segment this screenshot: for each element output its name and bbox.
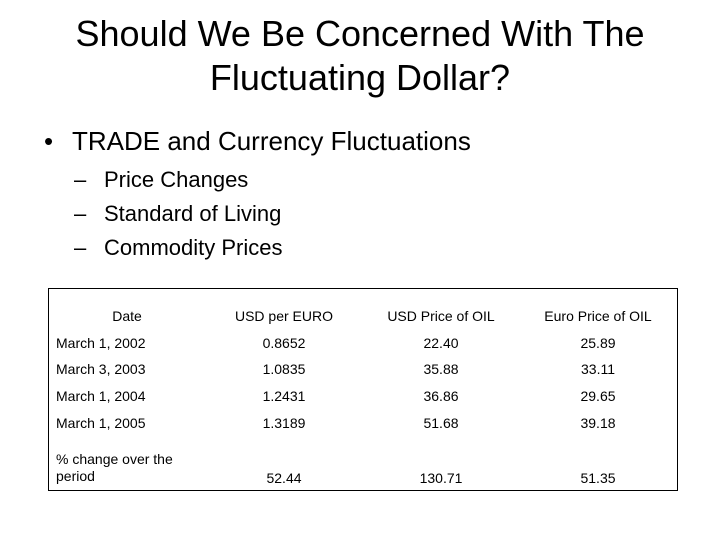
sub-bullet-text: Commodity Prices (104, 235, 283, 260)
bullet-symbol: • (44, 126, 54, 156)
header-usd-price-of-oil: USD Price of OIL (387, 308, 495, 324)
exchange-rate-table: Date USD per EURO USD Price of OIL Euro … (48, 288, 678, 491)
summary-label: % change over the period (56, 451, 173, 484)
slide-title-line-1: Should We Be Concerned With The (75, 13, 645, 54)
table-cell-usd-oil: 51.68 (423, 415, 459, 431)
sub-bullet-commodity-prices: – Commodity Prices (74, 231, 282, 265)
sub-bullet-text: Price Changes (104, 167, 249, 192)
table-cell-usd-per-euro: 1.0835 (262, 361, 306, 377)
header-date: Date (112, 308, 142, 324)
table-row-date: March 1, 2004 (56, 388, 146, 404)
summary-usd-oil: 130.71 (419, 470, 463, 486)
table-cell-usd-oil: 36.86 (423, 388, 459, 404)
summary-usd-per-euro: 52.44 (266, 470, 302, 486)
dash-symbol: – (74, 167, 87, 192)
table-row-date: March 1, 2005 (56, 415, 146, 431)
header-usd-per-euro: USD per EURO (234, 308, 334, 324)
table-cell-usd-oil: 35.88 (423, 361, 459, 377)
table-cell-euro-oil: 29.65 (580, 388, 616, 404)
slide-title-line-2: Fluctuating Dollar? (209, 57, 511, 98)
table-cell-usd-per-euro: 1.2431 (262, 388, 306, 404)
sub-bullet-price-changes: – Price Changes (74, 163, 282, 197)
table-row-date: March 3, 2003 (56, 361, 146, 377)
main-bullet: • TRADE and Currency Fluctuations (44, 125, 471, 157)
slide-title: Should We Be Concerned With The Fluctuat… (20, 12, 700, 100)
sub-bullet-list: – Price Changes – Standard of Living – Comm… (74, 163, 282, 265)
sub-bullet-text: Standard of Living (104, 201, 282, 226)
table-cell-euro-oil: 39.18 (580, 415, 616, 431)
table-cell-euro-oil: 25.89 (580, 335, 616, 351)
table-cell-euro-oil: 33.11 (581, 361, 615, 377)
dash-symbol: – (74, 235, 87, 260)
main-bullet-text: TRADE and Currency Fluctuations (72, 126, 471, 156)
table-cell-usd-per-euro: 0.8652 (262, 335, 306, 351)
header-euro-price-of-oil: Euro Price of OIL (544, 308, 652, 324)
summary-euro-oil: 51.35 (580, 470, 616, 486)
sub-bullet-standard-of-living: – Standard of Living (74, 197, 282, 231)
table-row-date: March 1, 2002 (56, 335, 146, 351)
table-cell-usd-per-euro: 1.3189 (262, 415, 306, 431)
dash-symbol: – (74, 201, 87, 226)
table-cell-usd-oil: 22.40 (423, 335, 459, 351)
